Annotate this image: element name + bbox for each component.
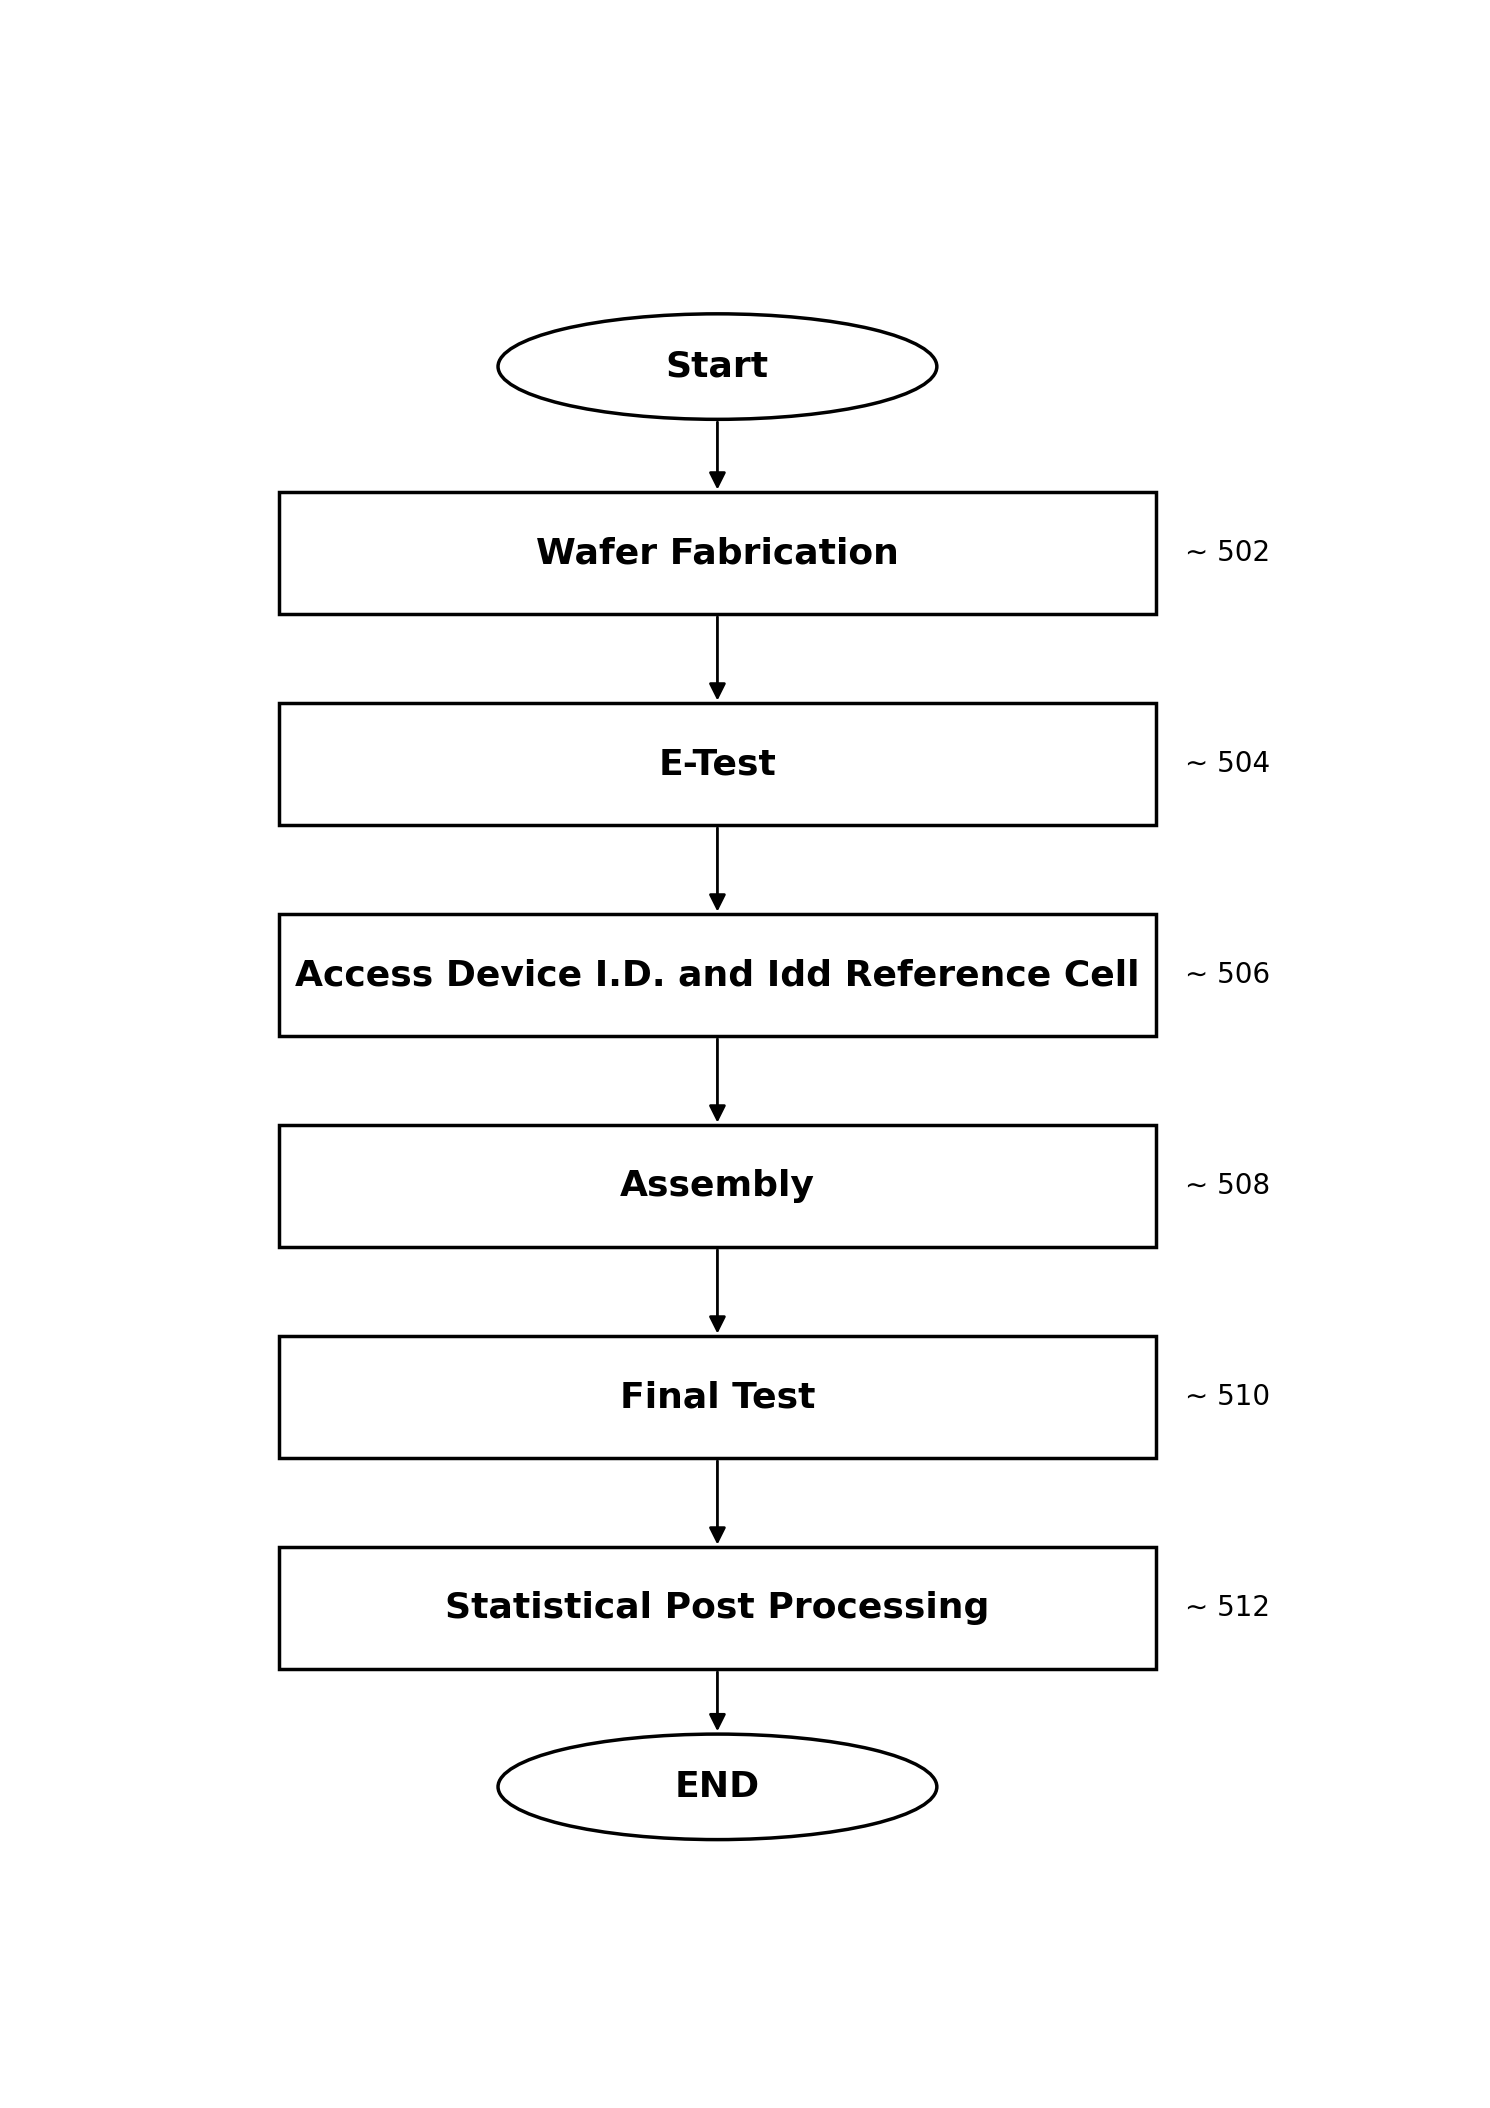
Bar: [279, 915, 1156, 1037]
Bar: [279, 704, 1156, 824]
Text: Statistical Post Processing: Statistical Post Processing: [446, 1592, 989, 1625]
Text: Access Device I.D. and Idd Reference Cell: Access Device I.D. and Idd Reference Cel…: [295, 959, 1140, 993]
Bar: [279, 493, 1156, 613]
Text: END: END: [675, 1771, 760, 1804]
Text: Assembly: Assembly: [620, 1170, 815, 1204]
Text: E-Test: E-Test: [659, 746, 776, 782]
Text: Start: Start: [666, 350, 769, 384]
Bar: [279, 1547, 1156, 1670]
Text: ∼ 512: ∼ 512: [1185, 1594, 1269, 1623]
Text: ∼ 502: ∼ 502: [1185, 540, 1271, 567]
Ellipse shape: [498, 314, 937, 419]
Text: Final Test: Final Test: [620, 1381, 815, 1414]
Text: Wafer Fabrication: Wafer Fabrication: [536, 535, 898, 571]
Text: ∼ 504: ∼ 504: [1185, 750, 1271, 778]
Bar: [279, 1336, 1156, 1459]
Bar: [279, 1126, 1156, 1248]
Text: ∼ 510: ∼ 510: [1185, 1383, 1271, 1410]
Text: ∼ 508: ∼ 508: [1185, 1172, 1271, 1199]
Ellipse shape: [498, 1735, 937, 1840]
Text: ∼ 506: ∼ 506: [1185, 961, 1271, 989]
